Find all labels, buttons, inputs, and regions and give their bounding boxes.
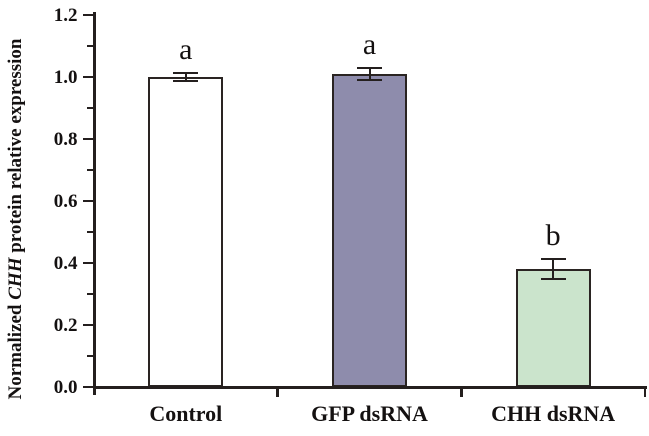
y-tick-minor — [86, 355, 93, 357]
x-axis-line — [92, 385, 647, 389]
y-tick-major — [82, 137, 93, 141]
y-tick-major — [82, 385, 93, 389]
x-tick — [276, 388, 279, 397]
y-tick-major — [82, 323, 93, 327]
error-bar-cap-bottom — [540, 278, 566, 281]
bar — [332, 73, 407, 387]
error-bar-line — [184, 73, 187, 81]
y-tick-major — [82, 199, 93, 203]
error-bar-cap-bottom — [173, 79, 199, 82]
error-bar-cap-bottom — [357, 79, 382, 82]
error-bar-cap-top — [173, 72, 199, 75]
y-tick-minor — [86, 45, 93, 47]
y-tick-minor — [86, 293, 93, 295]
y-tick-label: 0.8 — [53, 129, 78, 150]
y-tick-label: 0.0 — [53, 377, 78, 398]
error-bar-cap-top — [540, 257, 566, 260]
y-axis-title-italic-segment: CHH — [5, 257, 26, 300]
significance-letter: a — [362, 27, 377, 61]
error-bar-cap-top — [357, 66, 382, 69]
y-tick-label: 0.6 — [53, 191, 78, 212]
error-bar-line — [552, 258, 555, 280]
y-axis-title-segment: protein relative expression — [5, 38, 26, 258]
y-tick-label: 0.2 — [53, 315, 78, 336]
bar — [148, 77, 224, 387]
x-tick — [460, 388, 463, 397]
y-axis-title: Normalized CHH protein relative expressi… — [5, 39, 27, 400]
y-axis-title-segment: Normalized — [5, 299, 26, 400]
y-tick-label: 0.4 — [53, 253, 78, 274]
x-category-label: Control — [149, 401, 223, 426]
x-tick — [643, 388, 647, 397]
y-tick-minor — [86, 169, 93, 171]
significance-letter: a — [179, 33, 193, 67]
y-tick-major — [82, 13, 93, 17]
y-tick-major — [82, 75, 93, 79]
bar — [515, 269, 591, 387]
significance-letter: b — [545, 218, 561, 252]
y-tick-label: 1.2 — [53, 5, 78, 26]
x-category-label: GFP dsRNA — [311, 401, 428, 426]
y-tick-minor — [86, 107, 93, 109]
y-tick-label: 1.0 — [53, 67, 78, 88]
x-category-label: CHH dsRNA — [491, 401, 616, 426]
y-tick-major — [82, 261, 93, 265]
y-axis-line — [92, 12, 96, 395]
y-tick-minor — [86, 231, 93, 233]
error-bar-line — [368, 67, 371, 81]
